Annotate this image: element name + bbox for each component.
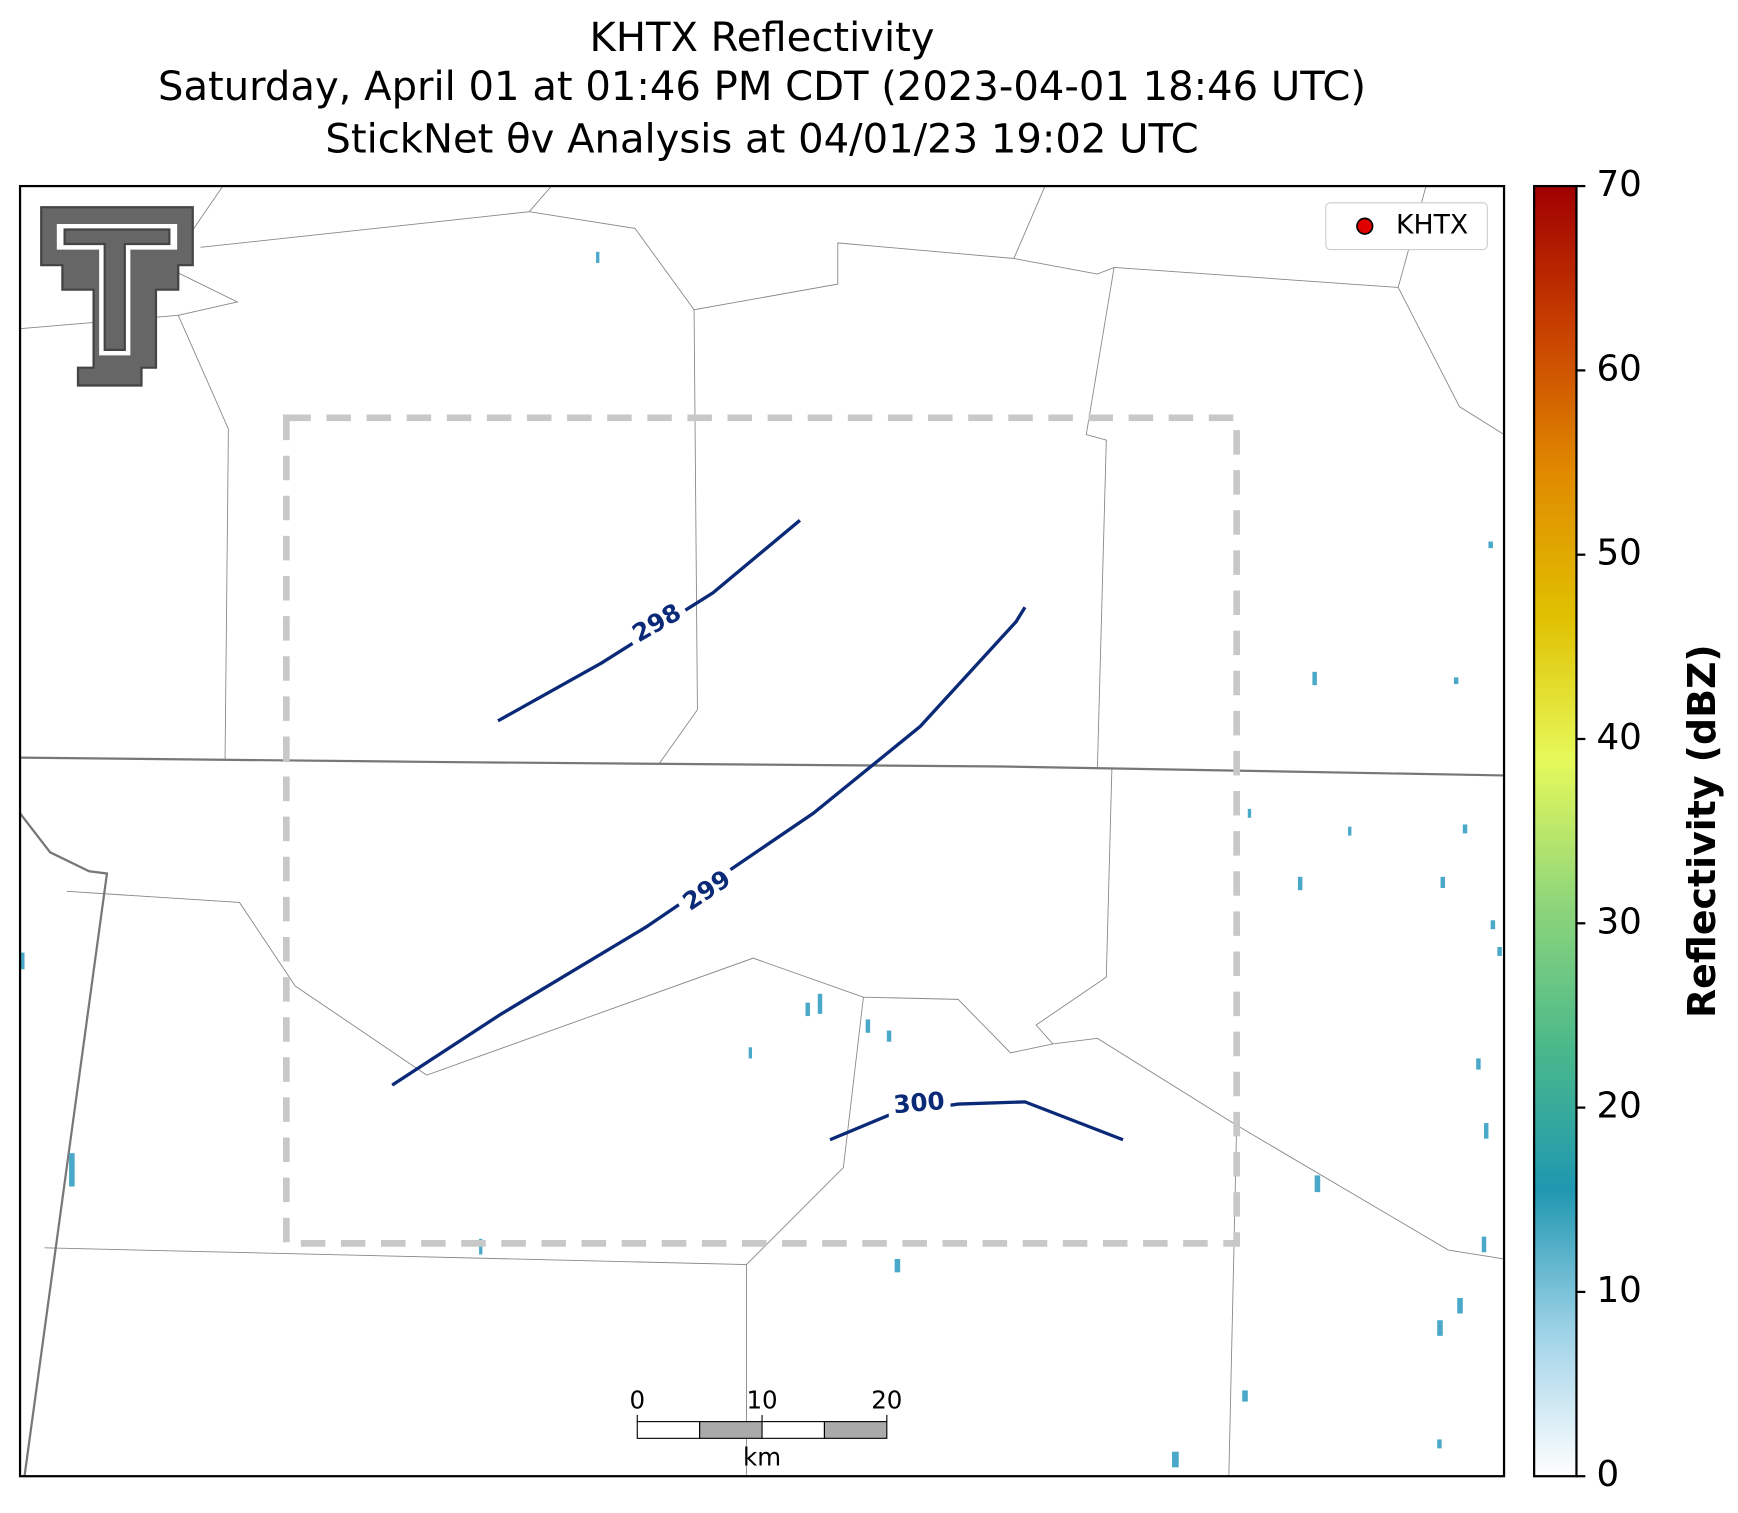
scale-segment — [823, 1421, 888, 1439]
colorbar-tick-label: 40 — [1597, 717, 1642, 758]
contour-line — [391, 606, 1027, 1087]
contour-label-bg — [886, 1086, 952, 1122]
scale-segment — [636, 1421, 701, 1439]
contour-label-bg — [673, 861, 742, 921]
colorbar-tick-label: 30 — [1597, 901, 1642, 942]
legend: KHTX — [1325, 202, 1488, 251]
colorbar-tick-label: 70 — [1597, 164, 1642, 205]
colorbar-tick-label: 60 — [1597, 348, 1642, 389]
legend-label: KHTX — [1396, 210, 1468, 241]
scale-unit: km — [743, 1442, 781, 1471]
colorbar-tick-label: 20 — [1597, 1086, 1642, 1127]
title: KHTX Reflectivity — [590, 15, 935, 61]
colorbar-tick-label: 10 — [1597, 1270, 1642, 1311]
colorbar-fill — [1533, 184, 1578, 1478]
contour-label-bg — [623, 595, 692, 653]
scale-tick-label: 20 — [871, 1386, 902, 1415]
legend-box — [1325, 202, 1488, 251]
logo — [40, 206, 194, 387]
analysis-box — [282, 414, 1240, 1247]
scale-bar: 0 10 20 km — [629, 1386, 902, 1472]
colorbar-label: Reflectivity (dBZ) — [1680, 644, 1724, 1018]
contour-line — [829, 1100, 1124, 1142]
colorbar: 0 10 20 30 40 50 60 70 Reflectivity (dBZ) — [1533, 164, 1724, 1495]
map-frame — [18, 184, 1506, 1478]
subtitle: StickNet θv Analysis at 04/01/23 19:02 U… — [325, 117, 1198, 163]
contour-label: 300 — [892, 1086, 945, 1119]
scale-tick-label: 10 — [746, 1386, 777, 1415]
scale-segment — [699, 1421, 763, 1439]
colorbar-tick-label: 0 — [1597, 1454, 1620, 1495]
subtitle: Saturday, April 01 at 01:46 PM CDT (2023… — [158, 64, 1366, 110]
legend-marker — [1356, 217, 1374, 235]
scale-tick-label: 0 — [629, 1386, 645, 1415]
colorbar-tick-label: 50 — [1597, 533, 1642, 574]
scale-segment — [761, 1421, 825, 1439]
